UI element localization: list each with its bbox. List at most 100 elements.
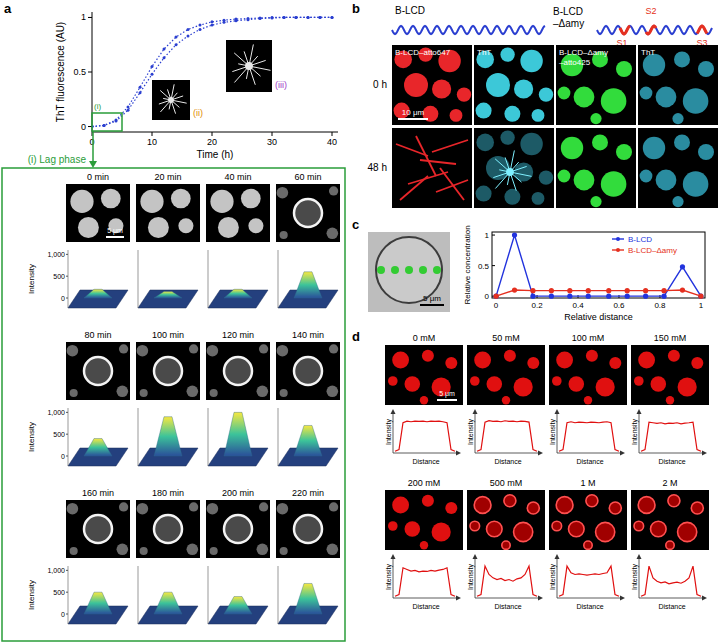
droplet (556, 497, 573, 514)
fibril (440, 168, 464, 200)
droplet (78, 217, 99, 238)
axis-arrow (473, 554, 478, 559)
frame-label: 100 min (152, 330, 184, 340)
column-label: ThT (641, 48, 655, 57)
intensity-peak (224, 289, 252, 298)
plot-area (559, 566, 619, 596)
droplet (210, 547, 218, 555)
image-content (67, 502, 129, 555)
micrograph (631, 490, 709, 550)
micrograph (66, 184, 130, 242)
droplet (678, 377, 697, 396)
frame-label: 140 min (292, 330, 324, 340)
ring-droplet (294, 357, 322, 385)
inset-iii (226, 40, 272, 92)
droplet (70, 190, 93, 213)
series-point (127, 109, 130, 112)
x-axis-label: Distance (658, 603, 685, 610)
droplet (532, 109, 545, 122)
series-line (496, 290, 701, 296)
droplet (140, 547, 148, 555)
droplet (590, 196, 601, 207)
series-point (139, 91, 142, 94)
intensity-peak (224, 597, 252, 614)
image-background (136, 342, 200, 400)
series-point (247, 18, 250, 21)
frame-label: 80 min (84, 330, 111, 340)
z-tick (66, 254, 68, 255)
surface-base (68, 290, 128, 308)
column-label: B-LCD–atto647 (395, 48, 451, 57)
droplet (420, 396, 428, 404)
droplet (207, 345, 219, 357)
droplet (450, 109, 463, 122)
image-content (634, 350, 703, 405)
droplet (280, 547, 288, 555)
series-point (163, 56, 166, 59)
image-background (66, 500, 130, 558)
deleted-site (646, 26, 656, 34)
x-axis (639, 598, 705, 599)
droplet (634, 376, 644, 386)
intensity-peak (294, 583, 322, 614)
droplet (117, 544, 129, 556)
series-point (625, 288, 630, 293)
frame-label: 40 min (224, 172, 251, 182)
droplet (656, 87, 677, 108)
construct-label-line: –Δamy (553, 18, 584, 29)
image-background (136, 500, 200, 558)
series-point (199, 28, 202, 31)
droplet (666, 541, 674, 549)
image-background (631, 490, 709, 550)
image-background (467, 490, 545, 550)
plot-area (641, 566, 701, 596)
probe-point (433, 266, 441, 274)
series-point (549, 294, 554, 299)
frame-label: 0 min (87, 172, 109, 182)
x-tick-label: 0.6 (613, 301, 625, 310)
image-background (549, 490, 627, 550)
series-point (493, 294, 498, 299)
image-content (558, 51, 632, 124)
droplet (119, 502, 128, 511)
column-label: ThT (477, 48, 491, 57)
axis-arrow (637, 554, 642, 559)
y-axis-label: Intensity (467, 418, 475, 445)
x-tick (332, 132, 333, 136)
z-axis (208, 408, 209, 466)
image-content (137, 344, 199, 397)
y-axis (393, 411, 394, 453)
droplet (178, 218, 193, 233)
intensity-profile (477, 421, 537, 452)
z-axis (208, 250, 209, 308)
z-tick (66, 276, 68, 277)
image-content (394, 47, 472, 121)
droplet (683, 171, 709, 197)
series-point (295, 16, 298, 19)
y-axis (639, 411, 640, 453)
series-point (331, 16, 334, 19)
series-point (512, 287, 517, 292)
y-axis (557, 411, 558, 453)
micrograph (276, 342, 340, 400)
droplet (552, 521, 562, 531)
droplet (405, 521, 421, 537)
x-axis (475, 453, 541, 454)
x-axis (639, 453, 705, 454)
micrograph (467, 490, 545, 550)
z-tick (66, 456, 68, 457)
z-tick-label: 0 (61, 611, 65, 618)
droplet (327, 228, 339, 240)
series-point (493, 294, 498, 299)
droplet (638, 497, 655, 514)
lag-box (92, 113, 122, 131)
scale-bar-label: 5 μm (107, 227, 123, 235)
micrograph (385, 490, 463, 550)
z-tick (66, 614, 68, 615)
droplet (422, 495, 434, 507)
droplet (119, 344, 128, 353)
series-point (680, 287, 685, 292)
z-axis (278, 250, 279, 308)
image-label: 2 M (662, 478, 677, 488)
droplet (666, 396, 674, 404)
